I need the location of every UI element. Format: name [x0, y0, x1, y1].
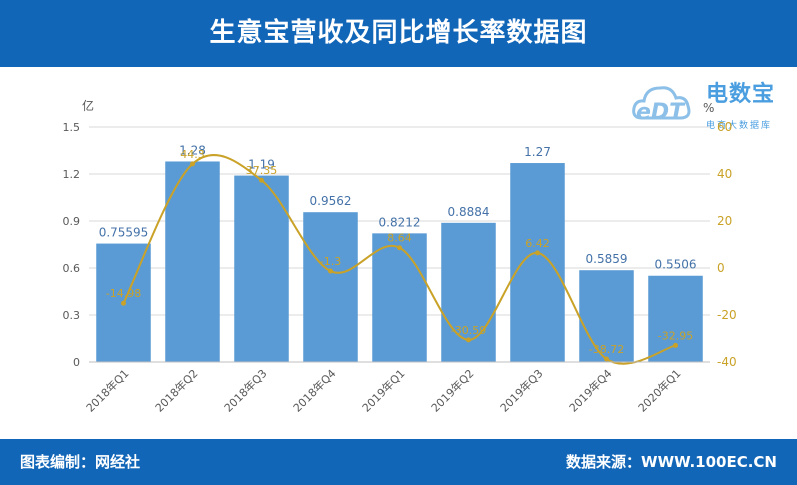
line-value-label: -30.59	[451, 324, 486, 337]
logo-cn-text: 电数宝	[706, 82, 776, 107]
y-left-tick-label: 1.5	[63, 121, 81, 134]
footer-bar: 图表编制：网经社 数据来源：WWW.100EC.CN	[0, 439, 797, 485]
bar	[303, 212, 358, 362]
line-point	[259, 177, 264, 183]
y-left-tick-label: 1.2	[63, 168, 81, 181]
category-tick-label: 2018年Q1	[83, 366, 132, 415]
y-right-tick-label: -40	[717, 355, 737, 369]
bar	[579, 270, 634, 362]
category-tick-label: 2019年Q2	[428, 366, 477, 415]
line-series	[121, 154, 678, 365]
y-right-unit: %	[703, 101, 714, 115]
line-point	[466, 337, 471, 343]
line-value-label: 6.42	[525, 237, 550, 250]
line-point	[604, 356, 609, 362]
line-point	[673, 342, 678, 348]
y-right-tick-label: 0	[717, 261, 725, 275]
category-tick-label: 2019年Q1	[359, 366, 408, 415]
bar-value-label: 0.5506	[655, 258, 697, 272]
footer-credit: 图表编制：网经社	[20, 453, 141, 471]
y-right-tick-label: 20	[717, 214, 732, 228]
bar-value-label: 0.75595	[99, 226, 149, 240]
logo-en-text: eDT	[636, 100, 685, 125]
line-value-label: -38.72	[589, 343, 624, 356]
y-left-unit: 亿	[82, 98, 94, 113]
category-tick-label: 2019年Q4	[566, 366, 615, 415]
y-right-tick-label: -20	[717, 308, 737, 322]
category-tick-label: 2020年Q1	[635, 366, 684, 415]
y-left-tick-label: 0.6	[63, 262, 81, 275]
y-left-tick-label: 0.9	[63, 215, 81, 228]
line-value-label: -14.98	[106, 287, 141, 300]
bar-value-label: 0.8212	[379, 215, 421, 229]
bar	[234, 175, 289, 362]
y-right-tick-label: 40	[717, 167, 732, 181]
y-left-tick-label: 0.3	[63, 309, 81, 322]
cloud-logo-icon	[632, 86, 691, 120]
line-point	[121, 300, 126, 306]
bar-value-label: 0.5859	[586, 252, 628, 266]
category-tick-label: 2018年Q2	[152, 366, 201, 415]
bar-value-label: 0.8884	[448, 205, 490, 219]
line-point	[190, 161, 195, 167]
bar-series	[96, 161, 703, 362]
line-value-label: 37.35	[246, 164, 278, 177]
page-title: 生意宝营收及同比增长率数据图	[209, 18, 588, 48]
bar	[372, 233, 427, 362]
bar-value-label: 1.28	[179, 143, 206, 157]
data-labels: 0.75595 1.28 1.19 0.9562 0.8212 0.8884 1.27 0.5…	[99, 143, 697, 356]
line-point	[397, 245, 402, 251]
bar-value-label: 0.9562	[310, 194, 352, 208]
bar-value-label: 1.19	[248, 158, 275, 172]
line-value-label: 44.3	[180, 148, 205, 161]
line-value-label: -32.95	[658, 329, 693, 342]
line-value-label: -1.3	[320, 255, 341, 268]
line-value-label: 8.64	[387, 232, 412, 245]
line-point	[535, 250, 540, 256]
bar-value-label: 1.27	[524, 145, 551, 159]
bar	[648, 275, 703, 362]
line-point	[328, 268, 333, 274]
category-tick-label: 2019年Q3	[497, 366, 546, 415]
category-tick-label: 2018年Q4	[290, 366, 339, 415]
y-right-tick-label: 60	[717, 120, 732, 134]
logo-sub-text: 电商大数据库	[706, 121, 773, 131]
category-tick-label: 2018年Q3	[221, 366, 270, 415]
bar	[165, 161, 220, 362]
header-bar	[0, 0, 797, 67]
footer-source: 数据来源：WWW.100EC.CN	[566, 453, 777, 471]
y-left-tick-label: 0	[73, 356, 80, 369]
bar	[510, 163, 565, 362]
